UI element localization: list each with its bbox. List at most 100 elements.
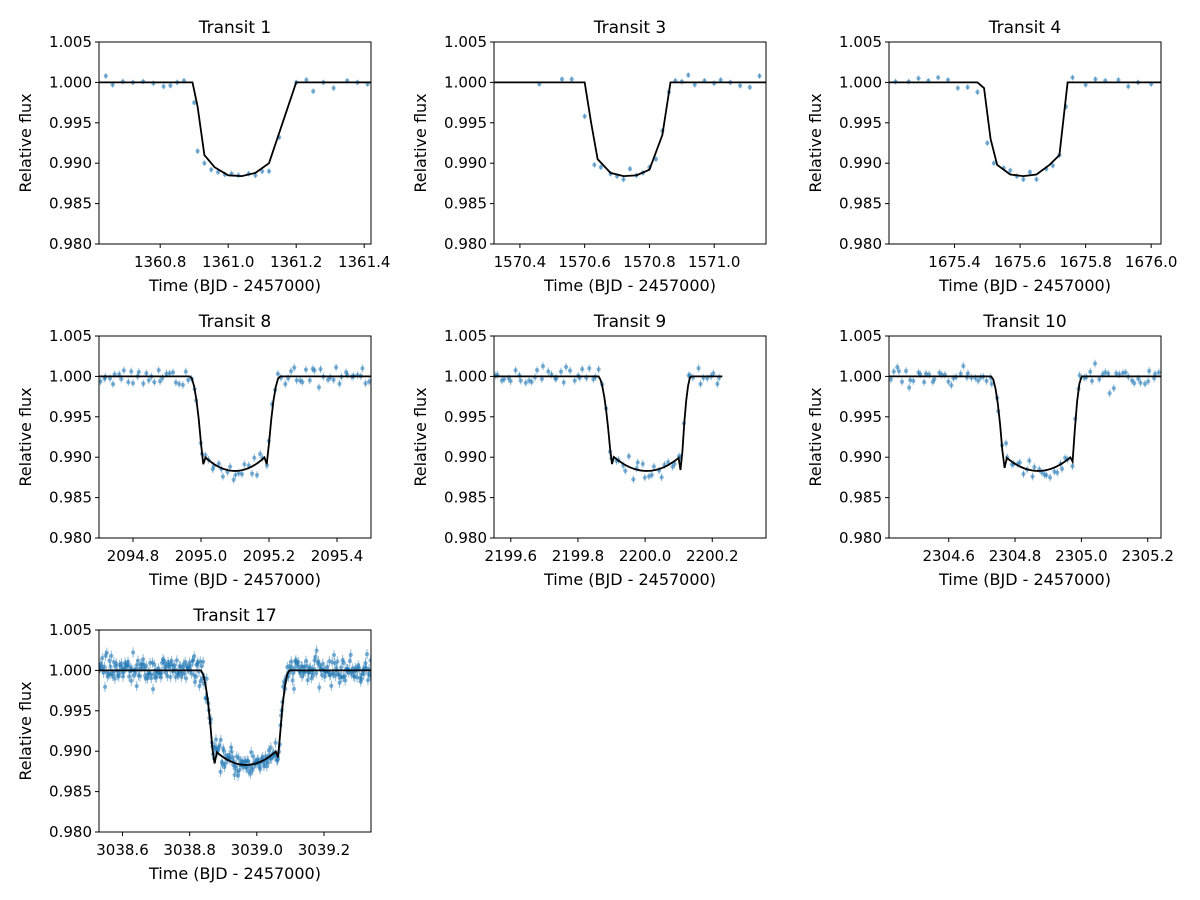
data-point xyxy=(1136,376,1141,381)
data-point xyxy=(173,380,178,385)
data-point xyxy=(152,380,157,385)
data-point xyxy=(561,380,566,385)
data-point xyxy=(313,655,318,660)
data-point xyxy=(107,376,113,381)
data-point xyxy=(254,473,260,478)
data-point xyxy=(1027,458,1032,463)
data-point xyxy=(129,369,134,374)
data-point xyxy=(698,381,703,387)
data-point xyxy=(314,648,319,653)
data-point xyxy=(587,366,592,371)
data-point xyxy=(237,768,242,773)
data-point xyxy=(686,73,691,78)
data-point xyxy=(167,371,172,376)
data-point xyxy=(965,85,970,90)
y-axis-label: Relative flux xyxy=(16,387,35,486)
data-point xyxy=(130,381,136,386)
data-point xyxy=(291,671,296,676)
data-point xyxy=(621,177,626,182)
data-point xyxy=(242,462,247,467)
data-point xyxy=(228,464,233,469)
data-point xyxy=(623,468,628,474)
y-tick-label: 0.985 xyxy=(444,195,487,213)
data-point xyxy=(572,378,577,383)
data-point xyxy=(331,652,337,658)
data-point xyxy=(290,678,295,683)
data-point xyxy=(984,378,989,383)
y-tick-label: 0.980 xyxy=(444,235,487,253)
data-point xyxy=(1111,386,1116,391)
data-point xyxy=(180,382,186,388)
data-point xyxy=(549,372,554,377)
data-point xyxy=(1116,77,1121,83)
data-point xyxy=(246,463,251,468)
data-point xyxy=(554,376,559,381)
y-axis-label: Relative flux xyxy=(806,387,825,486)
data-point xyxy=(598,165,603,170)
data-point xyxy=(236,755,241,761)
data-point xyxy=(222,761,228,766)
data-point xyxy=(1106,371,1111,376)
data-point xyxy=(149,676,154,681)
data-point xyxy=(1027,169,1033,175)
panel-transit-5: Transit 9 0.980 0.985 0.990 0.995 1.000 1.005 2… xyxy=(411,312,767,589)
data-point xyxy=(183,676,189,681)
data-point xyxy=(103,73,108,79)
data-point xyxy=(367,673,371,678)
y-tick-label: 0.990 xyxy=(49,154,92,172)
data-point xyxy=(891,369,896,374)
data-point xyxy=(268,745,273,750)
y-tick-label: 1.005 xyxy=(839,33,882,51)
y-tick-label: 0.980 xyxy=(839,235,882,253)
data-point xyxy=(642,475,647,480)
y-tick-label: 0.990 xyxy=(839,154,882,172)
y-tick-label: 0.985 xyxy=(839,489,882,507)
y-tick-label: 1.000 xyxy=(444,73,487,91)
data-point xyxy=(329,683,334,688)
data-point xyxy=(283,381,288,387)
data-point xyxy=(895,364,900,370)
data-point xyxy=(161,84,166,89)
data-point xyxy=(192,100,197,105)
x-tick-label: 1570.6 xyxy=(558,253,611,271)
data-point xyxy=(183,369,188,374)
data-point xyxy=(249,471,255,476)
data-point xyxy=(649,472,654,478)
data-point xyxy=(341,660,346,665)
data-point xyxy=(1089,378,1095,384)
x-tick-label: 1675.4 xyxy=(928,253,981,271)
data-point xyxy=(108,664,113,669)
panel-transit-4: Transit 8 0.980 0.985 0.990 0.995 1.000 1.005 2… xyxy=(16,312,372,589)
data-point xyxy=(117,670,122,676)
x-tick-label: 2305.0 xyxy=(1055,547,1108,565)
data-point xyxy=(580,367,585,372)
axes-frame xyxy=(98,41,372,245)
data-point xyxy=(304,77,309,83)
data-point xyxy=(251,754,256,759)
transit-model-line xyxy=(494,375,723,472)
data-point xyxy=(1138,380,1143,385)
data-point xyxy=(129,678,134,683)
y-tick-label: 1.000 xyxy=(49,367,92,385)
data-point xyxy=(1093,77,1098,82)
data-point xyxy=(546,369,551,374)
data-point xyxy=(361,672,366,677)
data-point xyxy=(333,365,339,370)
y-tick-label: 1.000 xyxy=(444,367,487,385)
data-point xyxy=(291,686,297,691)
data-point xyxy=(231,477,236,482)
data-point xyxy=(653,157,659,162)
data-point xyxy=(364,652,370,657)
data-point xyxy=(991,161,996,166)
x-tick-label: 3038.8 xyxy=(163,841,216,859)
x-tick-label: 1361.4 xyxy=(338,253,391,271)
data-point xyxy=(1032,464,1037,470)
y-tick-label: 0.990 xyxy=(839,448,882,466)
data-point xyxy=(221,748,226,753)
panel-transit-6: Transit 10 0.980 0.985 0.990 0.995 1.000 1.005… xyxy=(806,312,1174,589)
data-point xyxy=(1021,177,1026,182)
x-tick-label: 2304.8 xyxy=(989,547,1042,565)
data-point xyxy=(659,475,664,480)
panel-title: Transit 4 xyxy=(988,18,1062,38)
